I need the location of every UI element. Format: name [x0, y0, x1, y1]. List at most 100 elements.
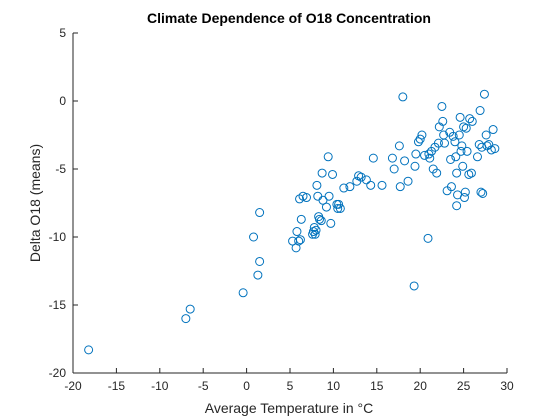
data-point: [459, 122, 469, 132]
data-point: [253, 270, 263, 280]
data-point: [446, 154, 456, 164]
data-point: [433, 138, 443, 148]
data-point: [400, 156, 410, 166]
data-point: [308, 227, 318, 237]
data-point: [455, 112, 465, 122]
data-point: [479, 89, 489, 99]
x-tick-label: 25: [457, 379, 471, 393]
data-point: [409, 281, 419, 291]
data-point: [437, 101, 447, 111]
x-tick-label: -15: [108, 379, 126, 393]
data-point: [456, 146, 466, 156]
data-point: [394, 141, 404, 151]
data-point: [398, 92, 408, 102]
x-tick-label: 0: [243, 379, 250, 393]
y-tick-label: -5: [55, 162, 66, 176]
data-point: [460, 187, 470, 197]
data-point: [476, 187, 486, 197]
data-point: [313, 191, 323, 201]
data-point: [312, 180, 322, 190]
data-point: [356, 172, 366, 182]
data-point: [333, 203, 343, 213]
data-point: [457, 141, 467, 151]
data-point: [296, 214, 306, 224]
data-point: [185, 304, 195, 314]
chart-title: Climate Dependence of O18 Concentration: [147, 10, 431, 26]
data-point: [484, 140, 494, 150]
data-point: [465, 114, 475, 124]
data-point: [395, 182, 405, 192]
data-point: [478, 188, 488, 198]
data-point: [354, 171, 364, 181]
data-point: [461, 123, 471, 133]
data-point: [488, 125, 498, 135]
data-point: [334, 199, 344, 209]
y-tick-label: -10: [49, 230, 67, 244]
data-point: [315, 214, 325, 224]
data-point: [420, 150, 430, 160]
data-point: [403, 176, 413, 186]
data-point: [321, 202, 331, 212]
data-point: [335, 203, 345, 213]
data-point: [294, 236, 304, 246]
data-point: [425, 153, 435, 163]
data-point: [454, 130, 464, 140]
x-tick-label: 5: [287, 379, 294, 393]
data-point: [387, 153, 397, 163]
data-point: [368, 153, 378, 163]
data-point: [181, 314, 191, 324]
data-point: [255, 208, 265, 218]
x-tick-label: 20: [414, 379, 428, 393]
data-point: [311, 225, 321, 235]
data-point: [415, 134, 425, 144]
data-point: [490, 144, 500, 154]
x-tick-label: -5: [198, 379, 209, 393]
x-tick-label: -20: [64, 379, 82, 393]
x-tick-label: 30: [500, 379, 514, 393]
data-point: [448, 131, 458, 141]
data-point: [423, 233, 433, 243]
axes: -20 -15 -10 -5 0 5 10 15 20 25 30 -20 -15 -10 -5 0 5: [49, 26, 514, 393]
x-tick-label: 10: [327, 379, 341, 393]
data-point: [238, 288, 248, 298]
data-point: [324, 191, 334, 201]
data-point: [411, 149, 421, 159]
data-point: [310, 229, 320, 239]
data-point: [292, 227, 302, 237]
data-point: [361, 175, 371, 185]
data-points: [84, 89, 500, 355]
data-point: [424, 149, 434, 159]
data-point: [309, 222, 319, 232]
data-point: [472, 152, 482, 162]
data-point: [432, 168, 442, 178]
data-point: [255, 256, 265, 266]
x-tick-label: -10: [151, 379, 169, 393]
data-point: [389, 164, 399, 174]
data-point: [459, 193, 469, 203]
data-point: [249, 232, 259, 242]
y-tick-label: 5: [59, 26, 66, 40]
data-point: [377, 180, 387, 190]
data-point: [323, 152, 333, 162]
data-point: [452, 201, 462, 211]
data-point: [440, 138, 450, 148]
data-point: [417, 130, 427, 140]
y-tick-label: -20: [49, 366, 67, 380]
data-point: [451, 152, 461, 162]
data-point: [410, 161, 420, 171]
data-point: [301, 193, 311, 203]
data-point: [295, 235, 305, 245]
data-point: [467, 116, 477, 126]
data-point: [326, 218, 336, 228]
x-tick-label: 15: [370, 379, 384, 393]
data-point: [438, 116, 448, 126]
data-point: [328, 169, 338, 179]
data-point: [366, 180, 376, 190]
data-point: [481, 130, 491, 140]
data-point: [317, 168, 327, 178]
y-tick-label: 0: [59, 94, 66, 108]
data-point: [458, 161, 468, 171]
data-point: [316, 216, 326, 226]
